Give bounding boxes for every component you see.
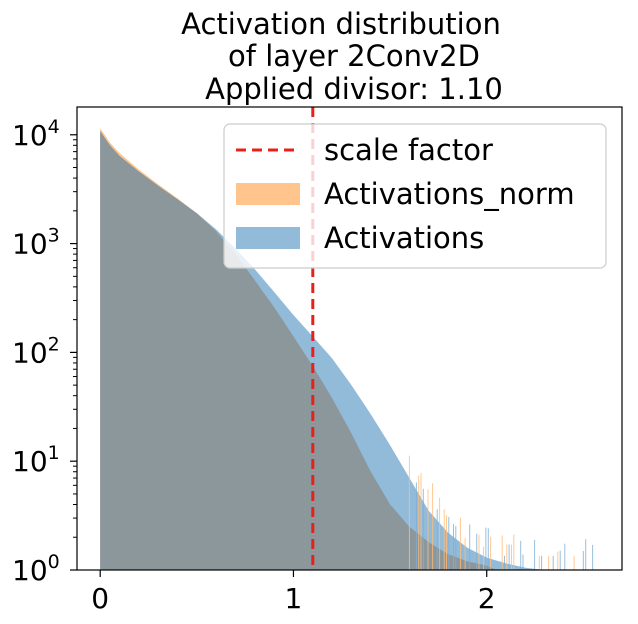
title-line-1: Activation distribution [181,7,501,41]
legend-box [223,123,607,269]
series-overlap [100,131,497,570]
title-line-3: Applied divisor: 1.10 [205,72,503,106]
legend-activations-swatch [236,227,300,249]
y-tick-label: 104 [12,116,60,152]
legend-scale-factor-label: scale factor [324,133,493,167]
y-tick-label: 102 [12,333,60,369]
title-line-2: of layer 2Conv2D [228,39,480,73]
y-axis-ticks: 100 101 102 103 104 [12,116,77,587]
x-tick-label: 2 [478,582,496,615]
chart-title: Activation distribution of layer 2Conv2D… [181,7,503,106]
x-tick-label: 0 [91,582,109,615]
x-axis-ticks: 0 1 2 [91,570,496,615]
legend-activations-norm-label: Activations_norm [324,177,575,211]
y-tick-label: 100 [12,551,60,587]
y-tick-label: 103 [12,225,60,261]
y-tick-label: 101 [12,442,60,478]
legend-activations-norm-swatch [236,183,300,205]
x-tick-label: 1 [285,582,303,615]
plot-frame [76,106,623,571]
legend: scale factor Activations_norm Activation… [223,123,607,269]
legend-activations-label: Activations [324,221,484,255]
